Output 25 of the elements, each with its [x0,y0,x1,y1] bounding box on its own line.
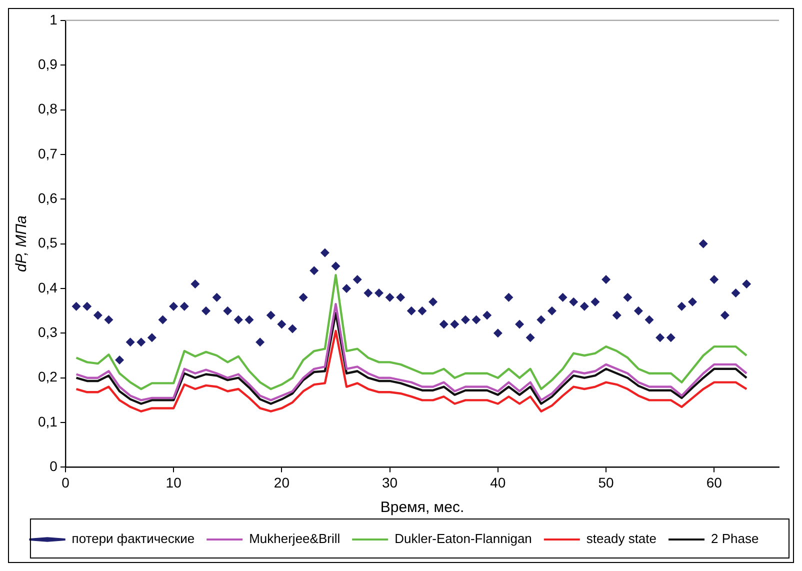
x-tick-label: 0 [62,474,70,490]
x-tick-label: 60 [706,474,722,490]
y-tick-label: 0 [50,458,58,474]
x-tick-label: 50 [598,474,614,490]
y-tick-label: 0,8 [38,100,58,117]
x-tick-label: 20 [274,474,290,490]
legend-label: Mukherjee&Brill [249,531,340,546]
x-tick-label: 40 [490,474,506,490]
y-tick-label: 0,7 [38,145,58,162]
y-tick-label: 0,5 [38,234,58,251]
y-tick-label: 0,3 [38,324,58,340]
x-tick-label: 10 [166,474,182,490]
legend-label: 2 Phase [711,531,759,546]
y-tick-label: 0,2 [38,368,58,385]
legend-label: steady state [586,531,657,546]
y-tick-label: 0,1 [38,413,58,430]
y-axis-title: dP, МПа [13,216,30,272]
y-tick-label: 0,6 [38,190,58,206]
y-tick-label: 0,9 [38,56,58,72]
x-tick-label: 30 [382,474,398,490]
x-axis-title: Время, мес. [380,499,464,516]
legend-label: потери фактические [72,531,195,546]
legend-label: Dukler-Eaton-Flannigan [394,531,532,546]
y-tick-label: 0,4 [38,279,58,296]
y-tick-label: 1 [50,11,58,28]
